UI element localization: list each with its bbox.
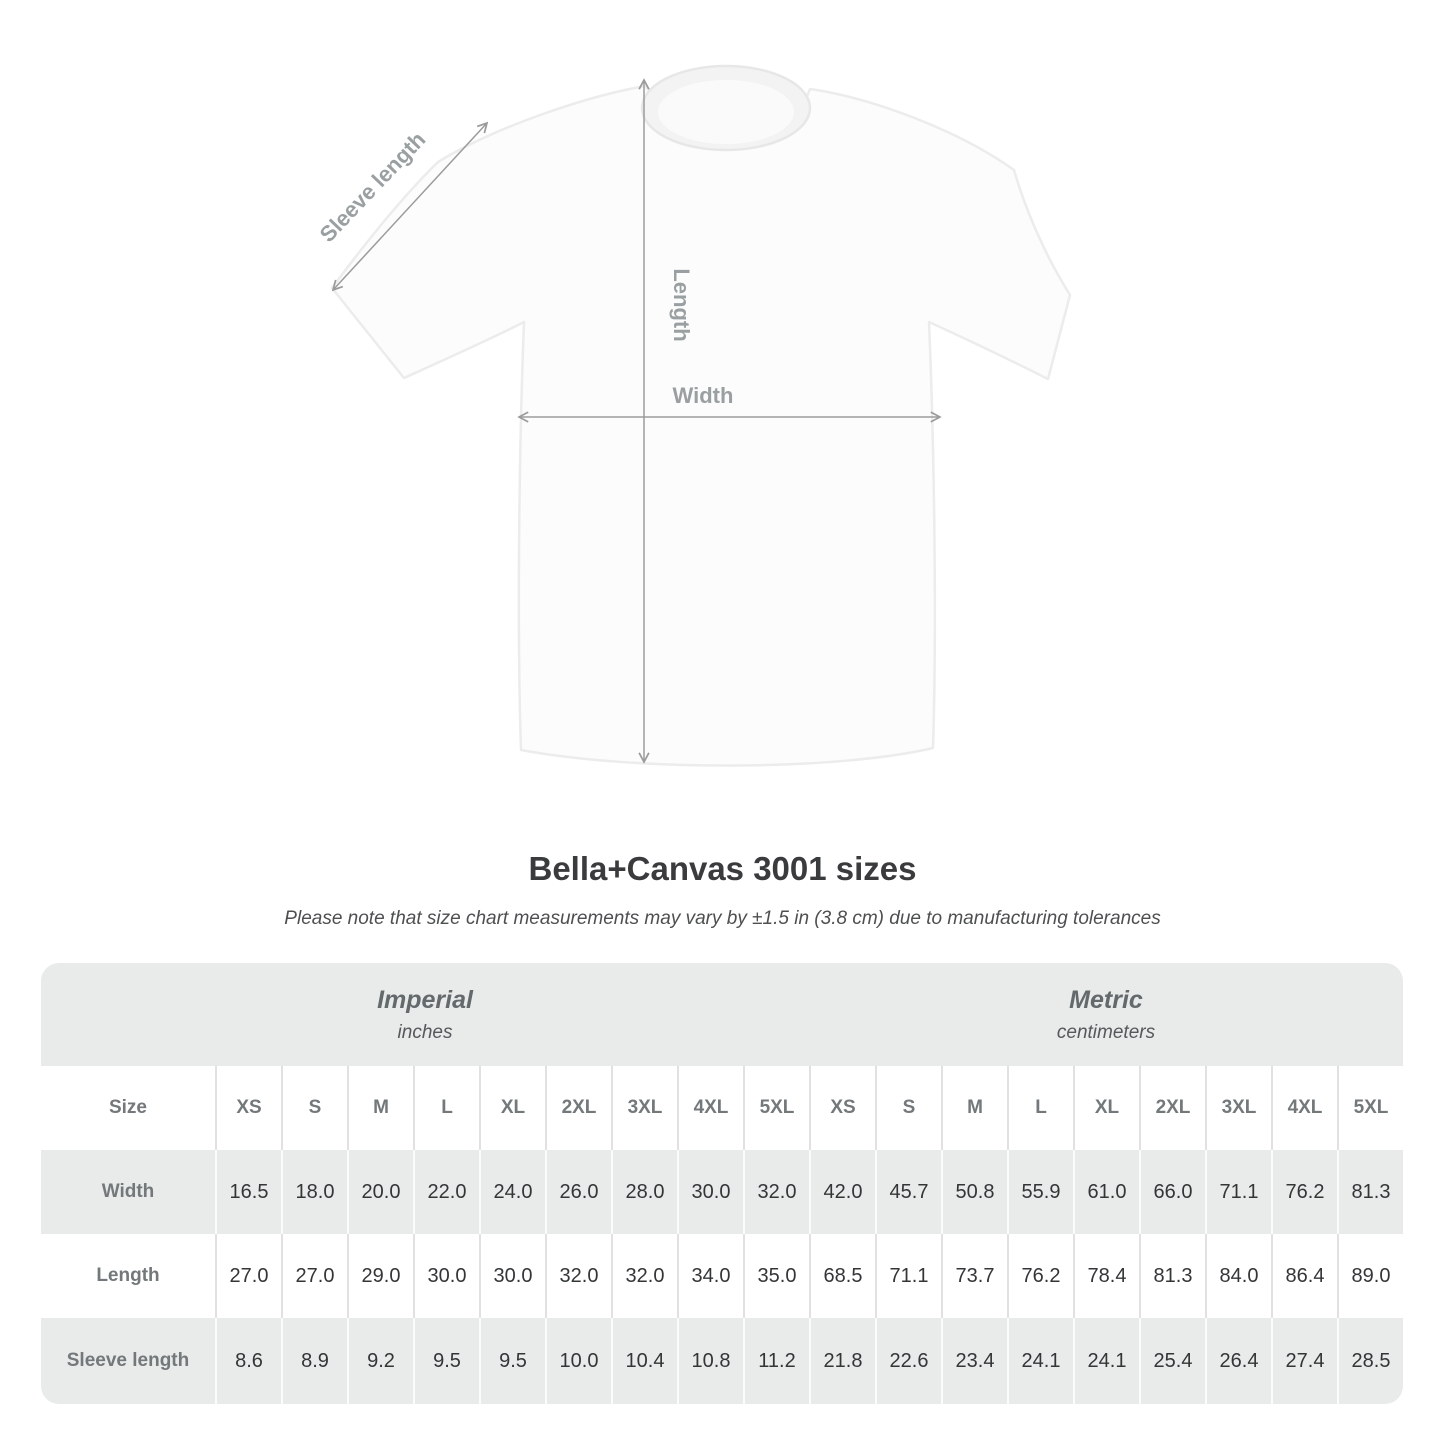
sleeve-metric-5xl: 28.5: [1337, 1318, 1403, 1404]
size-header-metric-5xl: 5XL: [1337, 1066, 1403, 1150]
width-metric-l: 55.9: [1007, 1150, 1073, 1234]
size-header-imperial-m: M: [347, 1066, 413, 1150]
sleeve-imperial-4xl: 10.8: [677, 1318, 743, 1404]
size-header-metric-xl: XL: [1073, 1066, 1139, 1150]
length-imperial-5xl: 35.0: [743, 1234, 809, 1318]
sleeve-row-label: Sleeve length: [41, 1318, 215, 1404]
width-metric-4xl: 76.2: [1271, 1150, 1337, 1234]
length-imperial-3xl: 32.0: [611, 1234, 677, 1318]
length-metric-5xl: 89.0: [1337, 1234, 1403, 1318]
length-imperial-l: 30.0: [413, 1234, 479, 1318]
width-metric-5xl: 81.3: [1337, 1150, 1403, 1234]
sleeve-imperial-5xl: 11.2: [743, 1318, 809, 1404]
width-metric-xs: 42.0: [809, 1150, 875, 1234]
size-header-metric-s: S: [875, 1066, 941, 1150]
sleeve-imperial-xl: 9.5: [479, 1318, 545, 1404]
size-header-imperial-xl: XL: [479, 1066, 545, 1150]
width-imperial-m: 20.0: [347, 1150, 413, 1234]
metric-header-unit: centimeters: [1056, 1021, 1156, 1043]
length-metric-4xl: 86.4: [1271, 1234, 1337, 1318]
size-header-imperial-s: S: [281, 1066, 347, 1150]
length-imperial-xl: 30.0: [479, 1234, 545, 1318]
width-imperial-s: 18.0: [281, 1150, 347, 1234]
metric-header: Metric centimeters: [809, 963, 1403, 1066]
width-imperial-2xl: 26.0: [545, 1150, 611, 1234]
length-metric-s: 71.1: [875, 1234, 941, 1318]
size-header-metric-2xl: 2XL: [1139, 1066, 1205, 1150]
tolerance-note: Please note that size chart measurements…: [284, 908, 1161, 929]
width-label: Width: [673, 383, 734, 408]
length-metric-xs: 68.5: [809, 1234, 875, 1318]
width-imperial-l: 22.0: [413, 1150, 479, 1234]
size-header-imperial-4xl: 4XL: [677, 1066, 743, 1150]
sleeve-metric-m: 23.4: [941, 1318, 1007, 1404]
size-header-metric-4xl: 4XL: [1271, 1066, 1337, 1150]
width-metric-3xl: 71.1: [1205, 1150, 1271, 1234]
length-metric-xl: 78.4: [1073, 1234, 1139, 1318]
width-imperial-xl: 24.0: [479, 1150, 545, 1234]
length-imperial-2xl: 32.0: [545, 1234, 611, 1318]
size-column-header: Size: [41, 1066, 215, 1150]
length-label: Length: [669, 268, 694, 341]
length-metric-l: 76.2: [1007, 1234, 1073, 1318]
size-header-imperial-xs: XS: [215, 1066, 281, 1150]
sleeve-imperial-3xl: 10.4: [611, 1318, 677, 1404]
sleeve-imperial-2xl: 10.0: [545, 1318, 611, 1404]
length-imperial-xs: 27.0: [215, 1234, 281, 1318]
metric-header-title: Metric: [1069, 985, 1143, 1014]
size-header-metric-m: M: [941, 1066, 1007, 1150]
sleeve-imperial-xs: 8.6: [215, 1318, 281, 1404]
width-metric-2xl: 66.0: [1139, 1150, 1205, 1234]
sleeve-metric-l: 24.1: [1007, 1318, 1073, 1404]
width-imperial-4xl: 30.0: [677, 1150, 743, 1234]
size-header-metric-xs: XS: [809, 1066, 875, 1150]
width-imperial-xs: 16.5: [215, 1150, 281, 1234]
size-header-metric-l: L: [1007, 1066, 1073, 1150]
sleeve-metric-s: 22.6: [875, 1318, 941, 1404]
length-imperial-m: 29.0: [347, 1234, 413, 1318]
tshirt-diagram-svg: Sleeve length Length Width: [315, 64, 1072, 767]
size-header-metric-3xl: 3XL: [1205, 1066, 1271, 1150]
width-metric-m: 50.8: [941, 1150, 1007, 1234]
sleeve-metric-xs: 21.8: [809, 1318, 875, 1404]
length-metric-2xl: 81.3: [1139, 1234, 1205, 1318]
width-metric-s: 45.7: [875, 1150, 941, 1234]
length-metric-3xl: 84.0: [1205, 1234, 1271, 1318]
width-row-label: Width: [41, 1150, 215, 1234]
imperial-header-title: Imperial: [377, 985, 473, 1014]
length-imperial-s: 27.0: [281, 1234, 347, 1318]
length-metric-m: 73.7: [941, 1234, 1007, 1318]
width-metric-xl: 61.0: [1073, 1150, 1139, 1234]
imperial-header-unit: inches: [397, 1021, 453, 1043]
size-header-imperial-l: L: [413, 1066, 479, 1150]
sleeve-metric-3xl: 26.4: [1205, 1318, 1271, 1404]
length-imperial-4xl: 34.0: [677, 1234, 743, 1318]
sleeve-imperial-l: 9.5: [413, 1318, 479, 1404]
size-header-imperial-5xl: 5XL: [743, 1066, 809, 1150]
tshirt-image: [330, 64, 1072, 767]
sleeve-metric-xl: 24.1: [1073, 1318, 1139, 1404]
sleeve-length-arrow: [333, 123, 487, 290]
sleeve-metric-2xl: 25.4: [1139, 1318, 1205, 1404]
size-header-imperial-2xl: 2XL: [545, 1066, 611, 1150]
sleeve-metric-4xl: 27.4: [1271, 1318, 1337, 1404]
imperial-header: Imperial inches: [41, 963, 809, 1066]
size-table: Imperial inches Metric centimeters Size …: [41, 963, 1403, 1404]
width-imperial-5xl: 32.0: [743, 1150, 809, 1234]
page-title: Bella+Canvas 3001 sizes: [528, 850, 917, 887]
tshirt-diagram: Sleeve length Length Width: [315, 64, 1072, 767]
width-imperial-3xl: 28.0: [611, 1150, 677, 1234]
length-row-label: Length: [41, 1234, 215, 1318]
sleeve-imperial-m: 9.2: [347, 1318, 413, 1404]
size-header-imperial-3xl: 3XL: [611, 1066, 677, 1150]
sleeve-imperial-s: 8.9: [281, 1318, 347, 1404]
